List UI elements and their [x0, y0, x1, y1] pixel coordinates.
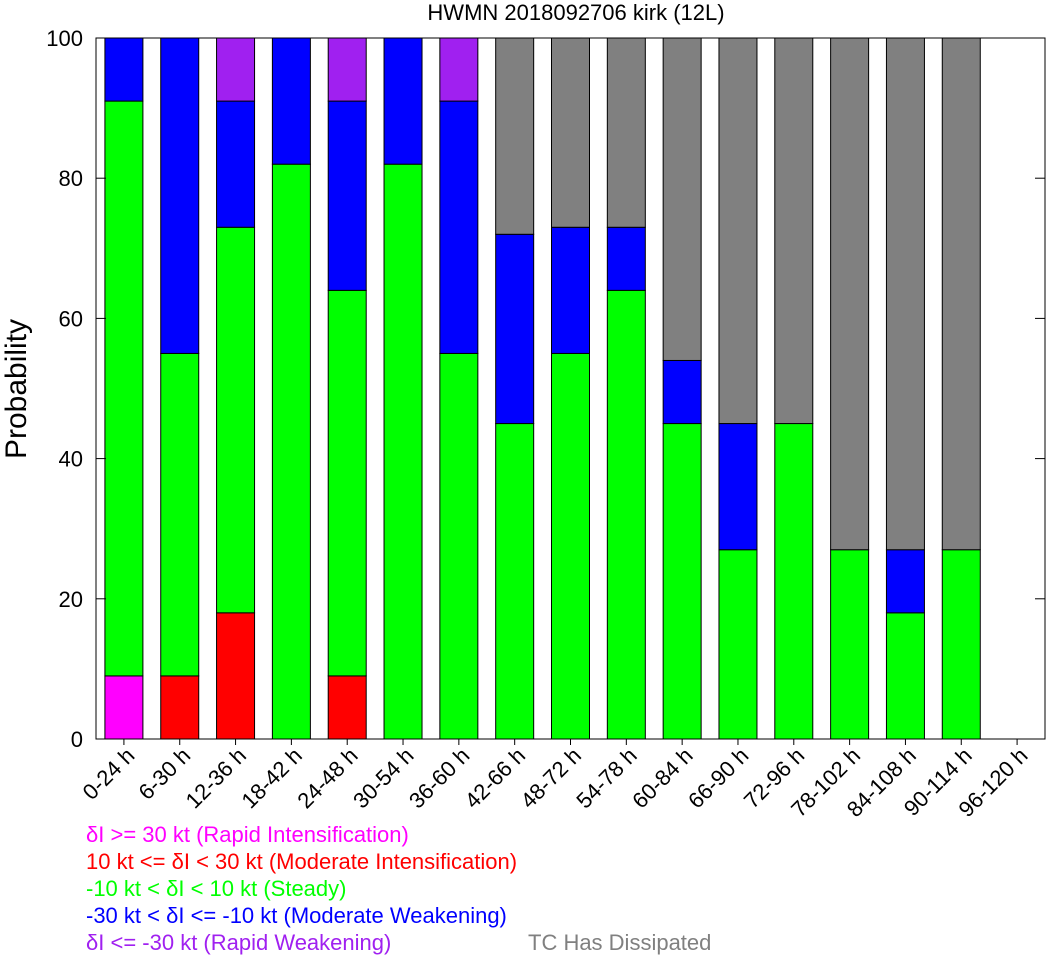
- bar-segment-3-series-4: [216, 100, 256, 228]
- x-tick-label: 36-60 h: [404, 743, 474, 813]
- bar-segment-3-series-5: [216, 37, 256, 102]
- bar-segment-13-series-6: [774, 37, 814, 425]
- bar-segment-10-series-3: [606, 289, 646, 740]
- x-tick-labels: 0-24 h6-30 h12-36 h18-42 h24-48 h30-54 h…: [78, 743, 1033, 822]
- bar-segment-1-series-1: [104, 675, 144, 740]
- legend-rapid-weakening: δI <= -30 kt (Rapid Weakening): [86, 930, 392, 955]
- y-tick-labels: 0 20 40 60 80 100: [46, 26, 83, 752]
- bar-segment-6-series-4: [383, 37, 423, 165]
- bar-segment-1-series-3: [104, 100, 144, 677]
- bar-segment-7-series-5: [439, 37, 479, 102]
- bar-segment-6-series-3: [383, 163, 423, 740]
- x-tick-label: 0-24 h: [78, 743, 140, 805]
- bar-segment-11-series-4: [662, 359, 702, 425]
- x-tick-label: 24-48 h: [292, 743, 362, 813]
- bar-segment-12-series-6: [718, 37, 758, 425]
- bar-segment-10-series-6: [606, 37, 646, 228]
- bar-segment-7-series-4: [439, 100, 479, 354]
- bar-segment-16-series-3: [941, 549, 981, 740]
- bar-segment-9-series-3: [551, 352, 590, 740]
- y-axis-label: Probability: [0, 319, 33, 459]
- bar-segment-4-series-4: [271, 37, 311, 165]
- y-tick-label: 100: [46, 26, 83, 51]
- plot-frame: [95, 37, 1046, 740]
- bar-segment-11-series-3: [662, 423, 702, 740]
- bar-segment-2-series-3: [160, 352, 200, 677]
- axes-group: [95, 37, 1046, 745]
- bar-segment-9-series-4: [551, 226, 590, 354]
- legend-rapid-intensification: δI >= 30 kt (Rapid Intensification): [86, 822, 409, 847]
- bar-segment-12-series-4: [718, 423, 758, 551]
- x-tick-label: 54-78 h: [571, 743, 641, 813]
- x-tick-label: 66-90 h: [683, 743, 753, 813]
- legend-moderate-weakening: -30 kt < δI <= -10 kt (Moderate Weakenin…: [86, 903, 507, 928]
- x-tick-label: 30-54 h: [348, 743, 418, 813]
- chart-title: HWMN 2018092706 kirk (12L): [427, 0, 724, 25]
- bar-segment-11-series-6: [662, 37, 702, 361]
- x-tick-label: 42-66 h: [460, 743, 530, 813]
- y-tick-label: 0: [71, 727, 83, 752]
- bar-segment-15-series-4: [885, 549, 925, 614]
- bar-segment-13-series-3: [774, 423, 814, 740]
- x-tick-label: 18-42 h: [236, 743, 306, 813]
- y-tick-label: 20: [59, 587, 83, 612]
- x-tick-label: 60-84 h: [627, 743, 697, 813]
- legend-steady: -10 kt < δI < 10 kt (Steady): [86, 876, 347, 901]
- bar-segment-5-series-2: [327, 675, 367, 740]
- bar-segment-5-series-3: [327, 289, 367, 677]
- bar-segment-7-series-3: [439, 352, 479, 740]
- x-tick-label: 12-36 h: [181, 743, 251, 813]
- bar-segment-9-series-6: [551, 37, 590, 228]
- bar-segment-3-series-2: [216, 612, 256, 740]
- bar-segment-8-series-6: [495, 37, 535, 235]
- bar-segment-12-series-3: [718, 549, 758, 740]
- bar-segment-1-series-4: [104, 37, 144, 102]
- y-tick-label: 60: [59, 306, 83, 331]
- x-tick-label: 48-72 h: [516, 743, 586, 813]
- y-tick-label: 40: [59, 447, 83, 472]
- bar-segment-10-series-4: [606, 226, 646, 291]
- bar-segment-5-series-5: [327, 37, 367, 102]
- bar-segment-5-series-4: [327, 100, 367, 291]
- legend-dissipated: TC Has Dissipated: [528, 930, 712, 955]
- bar-segment-8-series-4: [495, 233, 535, 425]
- bar-segment-16-series-6: [941, 37, 981, 551]
- y-tick-label: 80: [59, 166, 83, 191]
- bar-segment-2-series-4: [160, 37, 200, 354]
- bar-segment-2-series-2: [160, 675, 200, 740]
- bar-segment-14-series-3: [830, 549, 870, 740]
- bar-segment-8-series-3: [495, 423, 535, 740]
- bar-segment-3-series-3: [216, 226, 256, 614]
- bar-segment-4-series-3: [271, 163, 311, 740]
- bar-segment-14-series-6: [830, 37, 870, 551]
- bar-segment-15-series-3: [885, 612, 925, 740]
- legend-moderate-intensification: 10 kt <= δI < 30 kt (Moderate Intensific…: [86, 849, 518, 874]
- bar-segment-15-series-6: [885, 37, 925, 551]
- bars-group: [104, 37, 1037, 740]
